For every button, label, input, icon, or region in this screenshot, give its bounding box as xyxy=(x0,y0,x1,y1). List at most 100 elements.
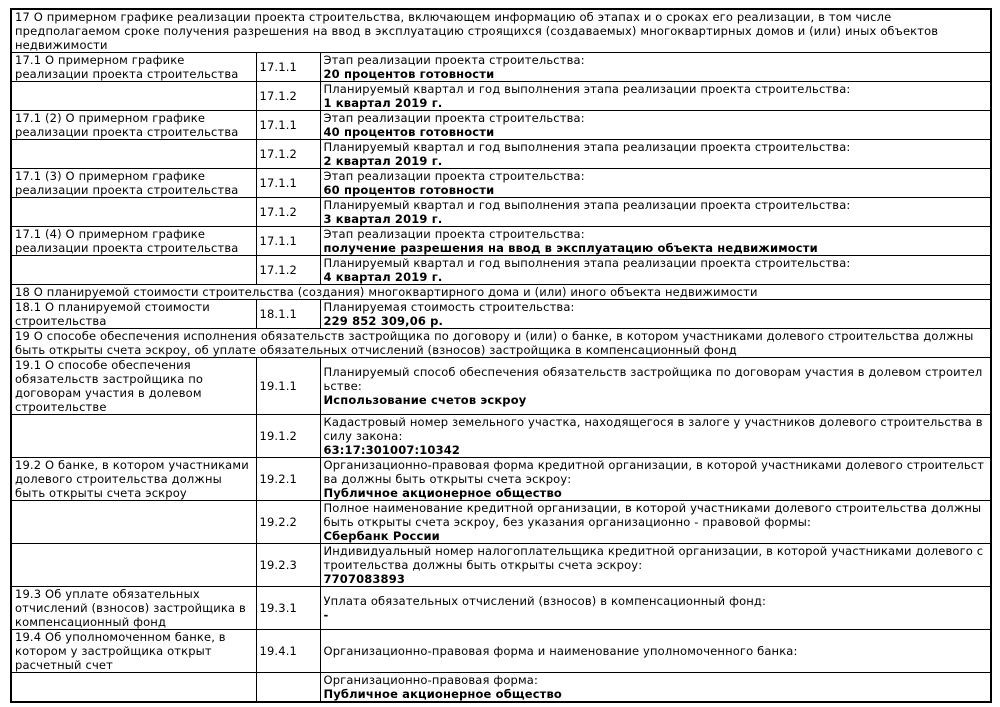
field-value: 229 852 309,06 р. xyxy=(323,314,444,328)
field-value: 1 квартал 2019 г. xyxy=(323,96,443,110)
content-cell: Планируемый квартал и год выполнения эта… xyxy=(319,139,992,169)
topic-cell xyxy=(10,139,257,169)
field-label: Этап реализации проекта строительства: xyxy=(323,227,585,242)
field-label: Организационно-правовая форма: xyxy=(323,673,538,687)
field-label: Планируемый способ обеспечения обязатель… xyxy=(323,365,983,393)
field-label: Организационно-правовая форма кредитной … xyxy=(323,458,985,487)
field-label: Полное наименование кредитной организаци… xyxy=(323,501,982,530)
code-cell: 17.1.1 xyxy=(255,226,321,256)
code-cell: 19.2.1 xyxy=(255,457,321,501)
content-cell: Этап реализации проекта строительства: 60… xyxy=(319,168,992,198)
section-row: 18 О планируемой стоимости строительства… xyxy=(10,284,992,300)
content-cell: Этап реализации проекта строительства: 40… xyxy=(319,110,992,140)
field-label: Организационно-правовая форма и наименов… xyxy=(323,644,798,658)
code-cell: 17.1.2 xyxy=(255,197,321,227)
code-cell: 19.1.1 xyxy=(255,357,321,415)
topic-cell: 17.1 О примерном графике реализации прое… xyxy=(10,52,257,82)
table-row: 17.1.2 Планируемый квартал и год выполнен… xyxy=(10,197,992,227)
code-cell: 19.4.1 xyxy=(255,629,321,673)
code-cell: 19.2.2 xyxy=(255,500,321,544)
content-cell: Планируемый квартал и год выполнения эта… xyxy=(319,197,992,227)
content-cell: Полное наименование кредитной организаци… xyxy=(319,500,992,544)
topic-cell xyxy=(10,414,257,458)
topic-cell xyxy=(10,255,257,285)
table-row: 17.1.2 Планируемый квартал и год выполнен… xyxy=(10,139,992,169)
content-cell: Планируемый квартал и год выполнения эта… xyxy=(319,255,992,285)
code-cell xyxy=(255,672,321,703)
content-cell: Этап реализации проекта строительства: 20… xyxy=(319,52,992,82)
topic-cell xyxy=(10,672,257,703)
table-row: Организационно-правовая форма: Публичное … xyxy=(10,672,992,703)
field-value: - xyxy=(323,608,329,622)
field-value: 2 квартал 2019 г. xyxy=(323,154,443,168)
table-row: 19.4 Об уполномоченном банке, в котором … xyxy=(10,629,992,673)
topic-cell: 17.1 (3) О примерном графике реализации … xyxy=(10,168,257,198)
field-value: 63:17:301007:10342 xyxy=(323,443,461,457)
table-row: 19.2 О банке, в котором участниками доле… xyxy=(10,457,992,501)
field-label: Этап реализации проекта строительства: xyxy=(323,53,585,68)
field-label: Планируемая стоимость строительства: xyxy=(323,300,575,315)
field-value: Использование счетов эскроу xyxy=(323,393,527,407)
section-header-cell: 19 О способе обеспечения исполнения обяз… xyxy=(10,328,992,358)
field-value: 4 квартал 2019 г. xyxy=(323,270,443,284)
field-value: получение разрешения на ввод в эксплуата… xyxy=(323,241,818,255)
table-row: 19.2.2 Полное наименование кредитной орга… xyxy=(10,500,992,544)
topic-cell: 19.2 О банке, в котором участниками доле… xyxy=(10,457,257,501)
topic-cell xyxy=(10,197,257,227)
table-row: 17.1 О примерном графике реализации прое… xyxy=(10,52,992,82)
topic-cell: 19.1 О способе обеспечения обязательств … xyxy=(10,357,257,415)
content-cell: Индивидуальный номер налогоплательщика к… xyxy=(319,543,992,587)
section-row: 19 О способе обеспечения исполнения обяз… xyxy=(10,328,992,358)
topic-cell: 17.1 (2) О примерном графике реализации … xyxy=(10,110,257,140)
field-label: Этап реализации проекта строительства: xyxy=(323,111,585,126)
field-value: 60 процентов готовности xyxy=(323,183,495,197)
table-row: 19.1.2 Кадастровый номер земельного участ… xyxy=(10,414,992,458)
table-row: 19.2.3 Индивидуальный номер налогоплатель… xyxy=(10,543,992,587)
code-cell: 18.1.1 xyxy=(255,299,321,329)
content-cell: Организационно-правовая форма кредитной … xyxy=(319,457,992,501)
field-value: Публичное акционерное общество xyxy=(323,687,562,701)
content-cell: Кадастровый номер земельного участка, на… xyxy=(319,414,992,458)
content-cell: Организационно-правовая форма и наименов… xyxy=(319,629,992,673)
table-row: 17.1.2 Планируемый квартал и год выполнен… xyxy=(10,255,992,285)
topic-cell: 19.3 Об уплате обязательных отчислений (… xyxy=(10,586,257,630)
code-cell: 19.2.3 xyxy=(255,543,321,587)
table-row: 18.1 О планируемой стоимости строительст… xyxy=(10,299,992,329)
field-label: Планируемый квартал и год выполнения эта… xyxy=(323,140,851,155)
code-cell: 17.1.2 xyxy=(255,81,321,111)
field-label: Уплата обязательных отчислений (взносов)… xyxy=(323,594,767,608)
content-cell: Организационно-правовая форма: Публичное … xyxy=(319,672,992,703)
code-cell: 17.1.2 xyxy=(255,139,321,169)
field-value: 3 квартал 2019 г. xyxy=(323,212,443,226)
field-label: Кадастровый номер земельного участка, на… xyxy=(323,415,983,444)
section-header-cell: 18 О планируемой стоимости строительства… xyxy=(10,284,992,300)
table-row: 17.1 (4) О примерном графике реализации … xyxy=(10,226,992,256)
content-cell: Этап реализации проекта строительства: по… xyxy=(319,226,992,256)
code-cell: 19.1.2 xyxy=(255,414,321,458)
code-cell: 17.1.2 xyxy=(255,255,321,285)
table-row: 17.1 (3) О примерном графике реализации … xyxy=(10,168,992,198)
field-value: 40 процентов готовности xyxy=(323,125,495,139)
topic-cell xyxy=(10,543,257,587)
table-row: 19.3 Об уплате обязательных отчислений (… xyxy=(10,586,992,630)
section-row: 17 О примерном графике реализации проект… xyxy=(10,8,992,53)
table-row: 19.1 О способе обеспечения обязательств … xyxy=(10,357,992,415)
table-row: 17.1.2 Планируемый квартал и год выполнен… xyxy=(10,81,992,111)
field-value: Публичное акционерное общество xyxy=(323,486,562,500)
topic-cell: 18.1 О планируемой стоимости строительст… xyxy=(10,299,257,329)
topic-cell: 17.1 (4) О примерном графике реализации … xyxy=(10,226,257,256)
code-cell: 17.1.1 xyxy=(255,110,321,140)
content-cell: Планируемый способ обеспечения обязатель… xyxy=(319,357,992,415)
table-row: 17.1 (2) О примерном графике реализации … xyxy=(10,110,992,140)
field-value: 20 процентов готовности xyxy=(323,67,495,81)
field-value: Сбербанк России xyxy=(323,529,440,543)
field-label: Этап реализации проекта строительства: xyxy=(323,169,585,184)
table-body: 17 О примерном графике реализации проект… xyxy=(10,8,992,703)
field-label: Планируемый квартал и год выполнения эта… xyxy=(323,198,851,213)
content-cell: Планируемая стоимость строительства: 229 … xyxy=(319,299,992,329)
topic-cell xyxy=(10,81,257,111)
section-header-cell: 17 О примерном графике реализации проект… xyxy=(10,8,992,53)
field-value: 7707083893 xyxy=(323,572,406,586)
code-cell: 17.1.1 xyxy=(255,52,321,82)
